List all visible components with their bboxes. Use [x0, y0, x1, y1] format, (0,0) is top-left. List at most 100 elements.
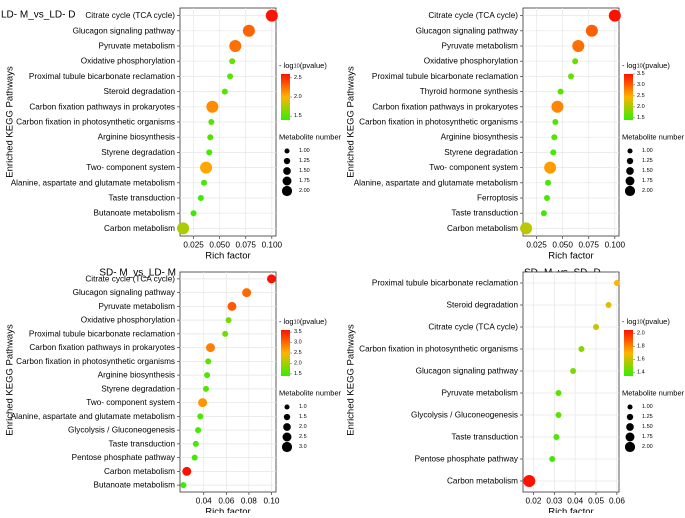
- y-tick-label: Proximal tubule bicarbonate reclamation: [372, 279, 519, 288]
- data-point: [572, 40, 585, 52]
- y-axis-title: Enriched KEGG Pathways: [346, 324, 357, 436]
- size-legend-label: 1.25: [299, 158, 310, 164]
- y-tick-label: Taste transduction: [109, 439, 176, 448]
- y-tick-label: Pentose phosphate pathway: [415, 455, 519, 464]
- x-axis-title: Rich factor: [205, 506, 250, 513]
- y-tick-label: Glucagon signaling pathway: [73, 26, 176, 35]
- y-tick-label: Carbon fixation pathways in prokaryotes: [372, 102, 518, 111]
- y-tick-label: Taste transduction: [452, 433, 519, 442]
- data-point: [207, 134, 214, 141]
- y-tick-label: Glycolysis / Gluconeogenesis: [411, 411, 518, 420]
- data-point: [197, 413, 204, 420]
- y-tick-label: Oxidative phosphorylation: [424, 57, 519, 66]
- size-legend-label: 1.75: [642, 434, 653, 440]
- data-point: [549, 456, 556, 462]
- y-tick-label: Pyruvate metabolism: [442, 42, 519, 51]
- color-legend-bar: [281, 330, 290, 376]
- color-legend-title: - log10(pvalue): [279, 317, 327, 326]
- data-point: [265, 9, 278, 22]
- data-point: [192, 440, 199, 447]
- size-legend-label: 1.50: [299, 168, 310, 174]
- data-point: [202, 385, 209, 392]
- data-point: [222, 330, 229, 337]
- x-tick-label: 0.075: [235, 241, 256, 250]
- size-legend-swatch: [282, 176, 292, 186]
- data-point: [205, 358, 212, 365]
- size-legend-swatch: [283, 413, 291, 421]
- y-tick-label: Styrene degradation: [101, 148, 175, 157]
- y-tick-label: Oxidative phosphorylation: [81, 316, 176, 325]
- color-legend-tick-label: 3.5: [294, 329, 302, 335]
- x-tick-label: 0.08: [241, 497, 257, 506]
- size-legend-swatch: [281, 185, 293, 197]
- size-legend-label: 2.5: [299, 434, 307, 440]
- data-point: [555, 390, 562, 396]
- size-legend-label: 3.0: [299, 444, 307, 450]
- data-point: [552, 119, 559, 125]
- color-legend-tick-label: 1.4: [637, 370, 645, 376]
- size-legend-label: 1.5: [299, 414, 307, 420]
- x-tick-label: 0.04: [567, 497, 583, 506]
- data-point: [206, 100, 219, 113]
- y-tick-label: Pyruvate metabolism: [442, 389, 519, 398]
- data-point: [208, 119, 215, 125]
- data-point: [200, 161, 213, 174]
- x-tick-label: 0.05: [588, 497, 604, 506]
- size-legend-swatch: [626, 167, 634, 175]
- data-point: [221, 88, 228, 95]
- data-point: [225, 317, 232, 324]
- x-axis-title: Rich factor: [548, 250, 593, 261]
- data-point: [551, 134, 558, 141]
- x-axis-title: Rich factor: [205, 250, 250, 261]
- chart-panel-1: LD- M_vs_LD- D Citrate cycle (TCA cycle) G…: [1, 7, 342, 261]
- size-legend-swatch: [283, 167, 291, 175]
- y-tick-label: Steroid degradation: [447, 301, 519, 310]
- size-legend-swatch: [624, 441, 636, 453]
- y-tick-label: Citrate cycle (TCA cycle): [428, 11, 518, 20]
- x-tick-label: 0.04: [196, 497, 212, 506]
- data-point: [545, 179, 552, 186]
- size-legend-swatch: [624, 185, 636, 197]
- data-point: [197, 195, 204, 201]
- data-point: [227, 301, 237, 311]
- y-tick-label: Carbon fixation in photosynthetic organi…: [16, 357, 175, 366]
- color-legend-bar: [281, 74, 290, 120]
- x-tick-label: 0.06: [609, 497, 625, 506]
- y-tick-label: Carbon metabolism: [447, 224, 518, 233]
- chart-title: SD- M_vs_LD- M: [99, 267, 176, 278]
- data-point: [177, 222, 190, 235]
- size-legend-swatch: [284, 404, 290, 410]
- y-tick-label: Carbon metabolism: [104, 467, 175, 476]
- size-legend-label: 2.00: [642, 444, 653, 450]
- size-legend-label: 1.50: [642, 168, 653, 174]
- color-legend-tick-label: 2.0: [637, 330, 645, 336]
- data-point: [180, 482, 187, 489]
- size-legend-label: 1.0: [299, 404, 307, 410]
- size-legend-label: 1.75: [299, 178, 310, 184]
- y-tick-label: Oxidative phosphorylation: [81, 57, 176, 66]
- color-legend-tick-label: 3.0: [637, 82, 645, 88]
- size-legend-title: Metabolite number: [279, 389, 342, 398]
- color-legend-title: - log10(pvalue): [622, 317, 670, 326]
- color-legend-title: - log10(pvalue): [622, 61, 670, 70]
- color-legend-tick-label: 3.0: [294, 340, 302, 346]
- y-tick-label: Carbon fixation in photosynthetic organi…: [359, 118, 518, 127]
- y-axis-title: Enriched KEGG Pathways: [5, 66, 16, 178]
- y-tick-label: Styrene degradation: [444, 148, 518, 157]
- color-legend-tick-label: 2.5: [294, 350, 302, 356]
- color-legend-tick-label: 1.5: [294, 113, 302, 119]
- size-legend-swatch: [625, 432, 635, 442]
- y-tick-label: Pyruvate metabolism: [99, 302, 176, 311]
- data-point: [605, 302, 612, 308]
- x-tick-label: 0.06: [218, 497, 234, 506]
- data-point: [551, 100, 564, 113]
- data-point: [204, 372, 211, 379]
- y-tick-label: Two- component system: [86, 163, 175, 172]
- data-point: [568, 73, 574, 80]
- data-point: [205, 343, 215, 353]
- y-tick-label: Steroid degradation: [104, 87, 176, 96]
- plot-area: [522, 271, 620, 493]
